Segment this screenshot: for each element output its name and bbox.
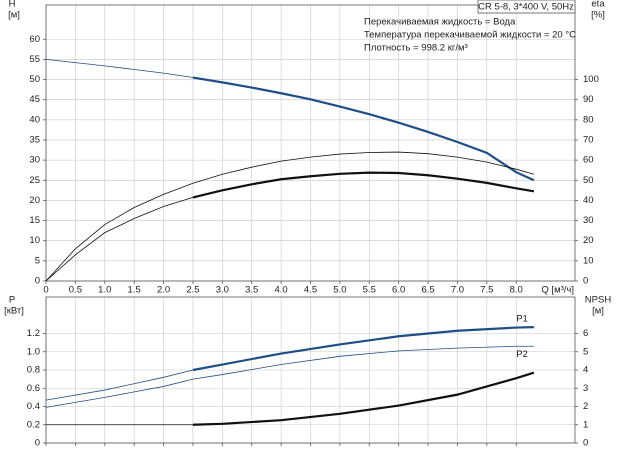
- y2-tick-label: 0: [583, 438, 588, 449]
- plot-frame: [45, 296, 576, 444]
- y-axis-label: H: [9, 0, 16, 10]
- x-tick-label: 6.5: [421, 285, 434, 296]
- y-tick-label: 50: [29, 74, 40, 85]
- y2-tick-label: 4: [583, 365, 588, 376]
- y-tick-label: 0.4: [27, 401, 40, 412]
- operating-line: [192, 326, 534, 372]
- chart-title: CR 5-8, 3*400 V, 50Hz: [478, 2, 574, 13]
- x-tick-label: 7.5: [480, 285, 493, 296]
- data-line: [46, 372, 534, 426]
- x-tick-label: 1.0: [98, 285, 111, 296]
- x-tick-label: 4.0: [275, 285, 288, 296]
- y-tick-label: 1.0: [27, 346, 40, 357]
- y2-tick-label: 70: [583, 134, 594, 145]
- y-axis-unit: [кВт]: [4, 306, 24, 317]
- plot-frame: [45, 4, 576, 282]
- y2-tick-label: 80: [583, 114, 594, 125]
- y-tick-label: 40: [29, 114, 40, 125]
- x-tick-label: 8.0: [510, 285, 523, 296]
- x-tick-label: 0: [43, 285, 48, 296]
- y2-tick-label: 10: [583, 255, 594, 266]
- x-tick-label: 0.5: [69, 285, 82, 296]
- y2-tick-label: 20: [583, 235, 594, 246]
- data-line: [45, 345, 534, 408]
- y2-axis-label: NPSH: [585, 295, 612, 306]
- y2-tick-label: 0: [583, 276, 588, 287]
- x-tick-label: 1.5: [128, 285, 141, 296]
- y-tick-label: 0: [35, 276, 40, 287]
- y-tick-label: 45: [29, 94, 40, 105]
- operating-line: [192, 171, 535, 199]
- x-tick-label: 2.0: [157, 285, 170, 296]
- x-tick-label: 4.5: [304, 285, 317, 296]
- x-tick-label: 7.0: [451, 285, 464, 296]
- y-tick-label: 35: [29, 134, 40, 145]
- y2-tick-label: 3: [583, 383, 588, 394]
- x-tick-label: 6.0: [392, 285, 405, 296]
- annotation: Плотность = 998.2 кг/м³: [364, 43, 468, 54]
- series-label: P2: [516, 349, 528, 360]
- y2-tick-label: 30: [583, 215, 594, 226]
- y-tick-label: 0.6: [27, 383, 40, 394]
- x-tick-label: 5.5: [363, 285, 376, 296]
- annotation: Перекачиваемая жидкость = Вода: [364, 17, 516, 28]
- y2-tick-label: 1: [583, 419, 588, 430]
- y-tick-label: 60: [29, 34, 40, 45]
- y2-tick-label: 60: [583, 155, 594, 166]
- y2-axis-unit: [м]: [592, 306, 604, 317]
- y-tick-label: 15: [29, 215, 40, 226]
- y-tick-label: 0: [35, 438, 40, 449]
- y-tick-label: 0.8: [27, 365, 40, 376]
- y-tick-label: 5: [35, 255, 40, 266]
- y-tick-label: 55: [29, 54, 40, 65]
- operating-line: [192, 371, 535, 426]
- y-tick-label: 0.2: [27, 419, 40, 430]
- y-tick-label: 30: [29, 155, 40, 166]
- data-line: [45, 151, 534, 282]
- x-tick-label: 3.5: [245, 285, 258, 296]
- y-tick-label: 10: [29, 235, 40, 246]
- annotation: Температура перекачиваемой жидкости = 20…: [364, 30, 576, 41]
- y2-tick-label: 2: [583, 401, 588, 412]
- y2-tick-label: 5: [583, 346, 588, 357]
- y2-tick-label: 6: [583, 328, 588, 339]
- data-line: [45, 172, 534, 282]
- x-tick-label: 3.0: [216, 285, 229, 296]
- y-axis-unit: [м]: [8, 10, 20, 21]
- y2-tick-label: 50: [583, 175, 594, 186]
- x-tick-label: 5.0: [333, 285, 346, 296]
- y-tick-label: 25: [29, 175, 40, 186]
- x-tick-label: 2.5: [186, 285, 199, 296]
- y-axis-label: P: [9, 295, 15, 306]
- y2-tick-label: 40: [583, 195, 594, 206]
- title-box: [477, 0, 576, 14]
- y2-tick-label: 100: [583, 74, 599, 85]
- operating-line: [192, 76, 535, 182]
- y-tick-label: 1.2: [27, 328, 40, 339]
- y2-axis-label: eta: [591, 0, 605, 10]
- y2-axis-unit: [%]: [591, 10, 605, 21]
- series-label: P1: [516, 314, 528, 325]
- y2-tick-label: 90: [583, 94, 594, 105]
- x-axis-label: Q [м³/ч]: [541, 285, 574, 296]
- y-tick-label: 20: [29, 195, 40, 206]
